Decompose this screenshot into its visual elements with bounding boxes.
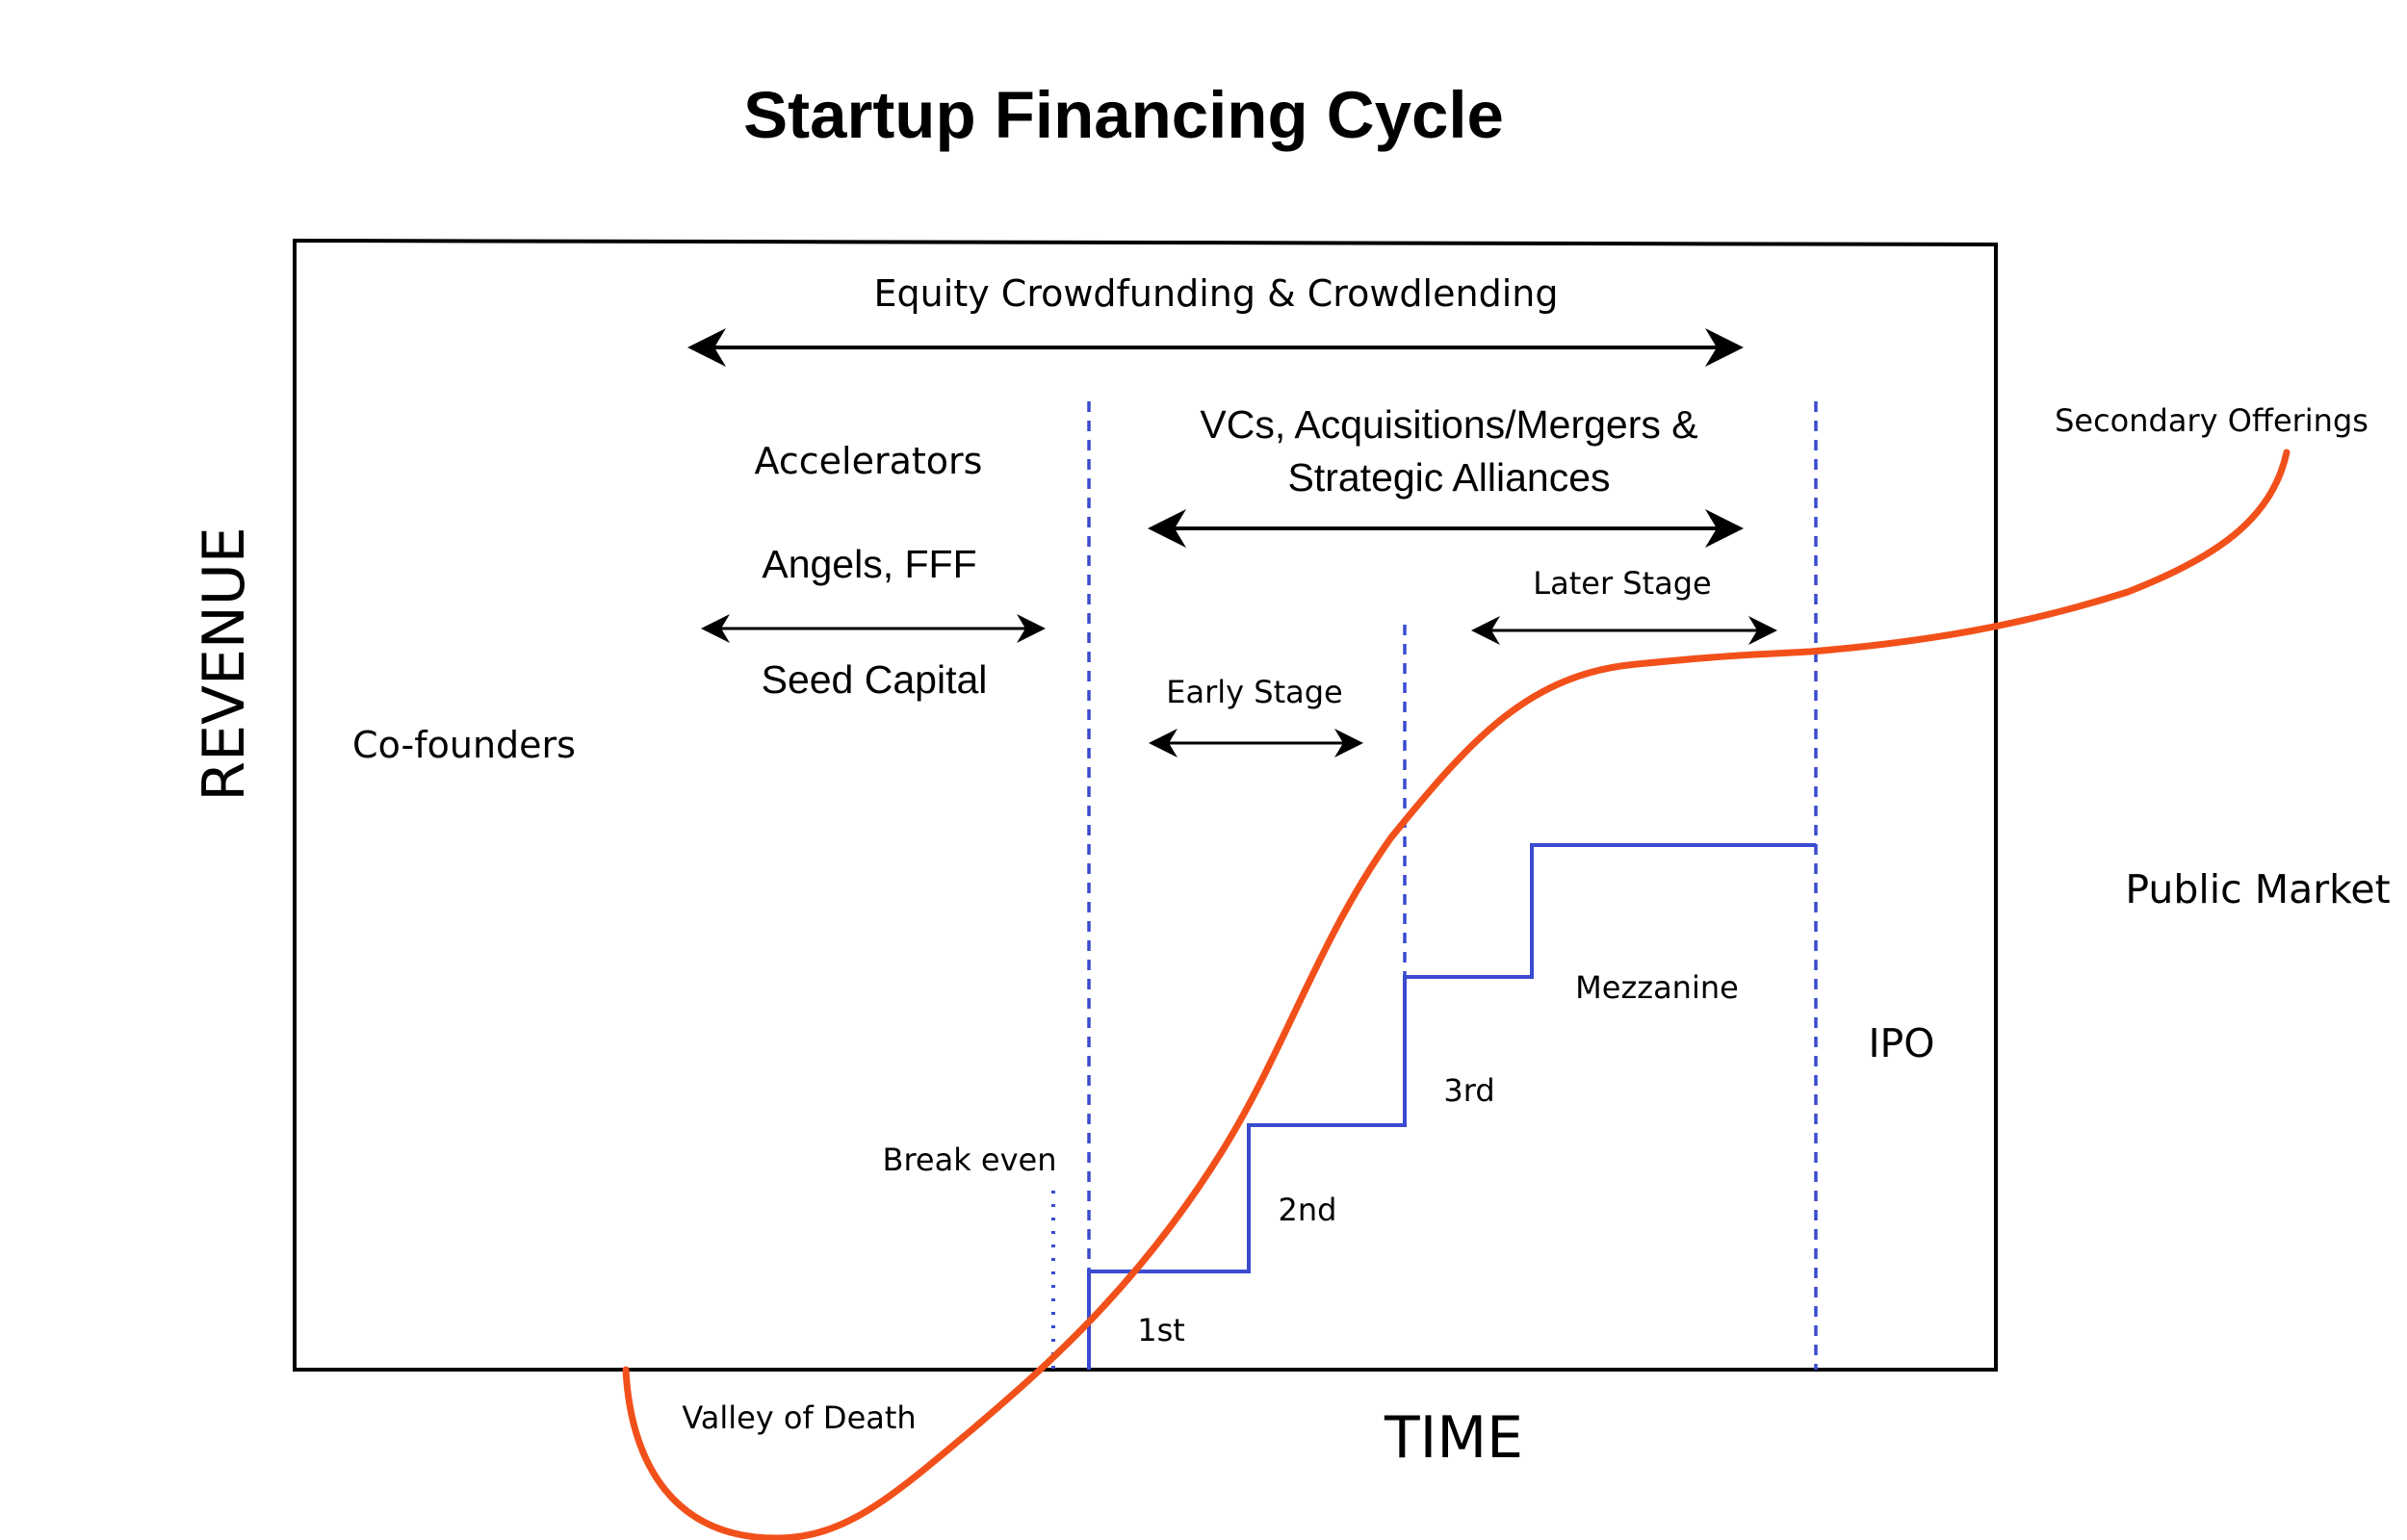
mezzanine-label: Mezzanine (1575, 969, 1739, 1006)
vcs-label-line2: Strategic Alliances (1287, 455, 1610, 500)
equity-crowdfunding-label: Equity Crowdfunding & Crowdlending (874, 272, 1559, 315)
secondary-offerings-label: Secondary Offerings (2055, 402, 2368, 439)
valley-of-death-label: Valley of Death (682, 1399, 916, 1436)
second-round-label: 2nd (1279, 1192, 1337, 1228)
accelerators-label: Accelerators (755, 440, 983, 482)
vcs-label-line1: VCs, Acquisitions/Mergers & (1200, 402, 1697, 447)
plot-frame (293, 238, 1998, 1372)
revenue-curve (622, 449, 2291, 1540)
angels-label: Angels, FFF (762, 542, 976, 586)
public-market-label: Public Market (2125, 866, 2390, 912)
x-axis-label: TIME (1384, 1404, 1523, 1472)
ipo-label: IPO (1868, 1020, 1934, 1066)
first-round-label: 1st (1137, 1312, 1185, 1348)
funding-rounds-steps (1087, 843, 1816, 1370)
seed-capital-label: Seed Capital (762, 657, 988, 702)
break-even-label: Break even (883, 1142, 1057, 1178)
diagram-title: Startup Financing Cycle (743, 78, 1504, 152)
later-stage-label: Later Stage (1533, 565, 1711, 602)
early-stage-label: Early Stage (1166, 674, 1342, 710)
third-round-label: 3rd (1443, 1072, 1494, 1109)
co-founders-label: Co-founders (352, 724, 576, 766)
y-axis-label: REVENUE (191, 526, 258, 801)
